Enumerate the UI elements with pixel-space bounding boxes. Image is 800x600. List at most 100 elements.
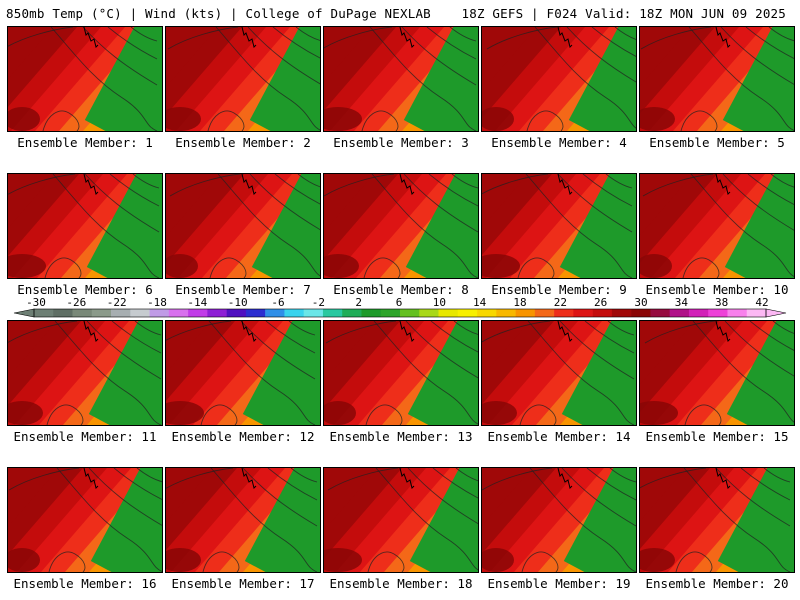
colorbar-swatch bbox=[592, 309, 613, 317]
colorbar-swatch bbox=[380, 309, 401, 317]
ensemble-member-label: Ensemble Member: 9 bbox=[491, 282, 627, 297]
ensemble-member-map bbox=[165, 173, 321, 279]
ensemble-member-map bbox=[7, 320, 163, 426]
colorbar-tick-label: -10 bbox=[228, 296, 248, 309]
ensemble-member-label: Ensemble Member: 14 bbox=[487, 429, 631, 444]
ensemble-member-map bbox=[481, 320, 637, 426]
colorbar-swatch bbox=[111, 309, 131, 317]
ensemble-member-map bbox=[7, 173, 163, 279]
ensemble-member-map bbox=[481, 173, 637, 279]
ensemble-member-label: Ensemble Member: 1 bbox=[17, 135, 153, 150]
header-valid-time: 18Z GEFS | F024 Valid: 18Z MON JUN 09 20… bbox=[461, 6, 786, 21]
ensemble-member-label: Ensemble Member: 15 bbox=[645, 429, 789, 444]
ensemble-member-label: Ensemble Member: 10 bbox=[645, 282, 789, 297]
ensemble-member-map bbox=[639, 320, 795, 426]
ensemble-member-map bbox=[7, 467, 163, 573]
ensemble-member-label: Ensemble Member: 18 bbox=[329, 576, 473, 591]
colorbar-swatch bbox=[188, 309, 208, 317]
ensemble-member-map bbox=[165, 26, 321, 132]
ensemble-member-label: Ensemble Member: 6 bbox=[17, 282, 153, 297]
colorbar-swatch bbox=[284, 309, 304, 317]
colorbar-tick-label: -6 bbox=[271, 296, 284, 309]
colorbar-legend: -30 -26 -22 -18 -14 -10 -6 -2 2 6 10 14 18 22 26 30 34 38… bbox=[13, 296, 787, 318]
colorbar-tick-label: 18 bbox=[513, 296, 526, 309]
colorbar-swatch bbox=[746, 309, 767, 317]
colorbar-swatch bbox=[149, 309, 170, 317]
colorbar-swatch bbox=[91, 309, 112, 317]
ensemble-member-label: Ensemble Member: 19 bbox=[487, 576, 631, 591]
colorbar-tick-label: 38 bbox=[715, 296, 728, 309]
colorbar-swatch bbox=[554, 309, 574, 317]
colorbar-tick-label: 2 bbox=[355, 296, 362, 309]
colorbar-tick-label: 34 bbox=[675, 296, 689, 309]
ensemble-member-map bbox=[323, 173, 479, 279]
colorbar-swatch bbox=[688, 309, 709, 317]
colorbar-tick-label: 14 bbox=[473, 296, 487, 309]
ensemble-member-map bbox=[7, 26, 163, 132]
ensemble-member-map bbox=[323, 467, 479, 573]
ensemble-member-label: Ensemble Member: 13 bbox=[329, 429, 473, 444]
colorbar-swatch bbox=[611, 309, 632, 317]
colorbar-swatch bbox=[669, 309, 690, 317]
ensemble-member-map bbox=[481, 467, 637, 573]
ensemble-member-label: Ensemble Member: 5 bbox=[649, 135, 785, 150]
colorbar-swatch bbox=[53, 309, 73, 317]
colorbar-tick-label: -30 bbox=[26, 296, 46, 309]
colorbar-swatch bbox=[534, 309, 555, 317]
ensemble-member-label: Ensemble Member: 2 bbox=[175, 135, 311, 150]
ensemble-member-label: Ensemble Member: 3 bbox=[333, 135, 469, 150]
ensemble-member-label: Ensemble Member: 20 bbox=[645, 576, 789, 591]
colorbar-tick-label: 42 bbox=[755, 296, 768, 309]
colorbar-swatch bbox=[207, 309, 227, 317]
ensemble-member-label: Ensemble Member: 12 bbox=[171, 429, 315, 444]
colorbar-swatch bbox=[361, 309, 382, 317]
colorbar-swatch bbox=[650, 309, 670, 317]
ensemble-member-map bbox=[639, 467, 795, 573]
colorbar-tick-label: 6 bbox=[396, 296, 403, 309]
colorbar-swatch bbox=[226, 309, 247, 317]
colorbar-swatch bbox=[303, 309, 324, 317]
colorbar-swatch bbox=[168, 309, 189, 317]
ensemble-member-label: Ensemble Member: 4 bbox=[491, 135, 627, 150]
ensemble-member-map bbox=[481, 26, 637, 132]
colorbar-swatch bbox=[496, 309, 516, 317]
colorbar-tick-label: -26 bbox=[66, 296, 86, 309]
colorbar-tick-label: 26 bbox=[594, 296, 607, 309]
colorbar-swatch bbox=[438, 309, 459, 317]
colorbar-tick-label: -18 bbox=[147, 296, 167, 309]
ensemble-member-map bbox=[323, 320, 479, 426]
ensemble-member-label: Ensemble Member: 8 bbox=[333, 282, 469, 297]
colorbar-swatch bbox=[265, 309, 285, 317]
ensemble-member-label: Ensemble Member: 11 bbox=[13, 429, 157, 444]
colorbar-swatch bbox=[72, 309, 93, 317]
colorbar-swatch bbox=[477, 309, 497, 317]
colorbar-swatch bbox=[419, 309, 439, 317]
colorbar-swatch bbox=[631, 309, 651, 317]
colorbar-tick-label: -2 bbox=[312, 296, 325, 309]
colorbar-swatch bbox=[727, 309, 748, 317]
colorbar-swatch bbox=[245, 309, 266, 317]
colorbar-swatch bbox=[708, 309, 728, 317]
ensemble-member-map bbox=[165, 467, 321, 573]
colorbar-swatch bbox=[515, 309, 536, 317]
colorbar-swatch bbox=[130, 309, 150, 317]
colorbar-swatch bbox=[34, 309, 54, 317]
ensemble-member-map bbox=[639, 26, 795, 132]
ensemble-member-map bbox=[165, 320, 321, 426]
colorbar-swatch bbox=[573, 309, 593, 317]
ensemble-member-label: Ensemble Member: 7 bbox=[175, 282, 311, 297]
colorbar-swatch bbox=[400, 309, 420, 317]
ensemble-member-map bbox=[323, 26, 479, 132]
colorbar-tick-label: 30 bbox=[634, 296, 647, 309]
colorbar-tick-label: 10 bbox=[433, 296, 446, 309]
header-title: 850mb Temp (°C) | Wind (kts) | College o… bbox=[6, 6, 431, 21]
colorbar-swatch bbox=[342, 309, 362, 317]
ensemble-member-map bbox=[639, 173, 795, 279]
colorbar-tick-label: -14 bbox=[187, 296, 207, 309]
colorbar-tick-label: -22 bbox=[107, 296, 127, 309]
ensemble-member-label: Ensemble Member: 16 bbox=[13, 576, 157, 591]
colorbar-swatch bbox=[322, 309, 343, 317]
colorbar-tick-label: 22 bbox=[554, 296, 567, 309]
ensemble-member-label: Ensemble Member: 17 bbox=[171, 576, 315, 591]
colorbar-swatch bbox=[457, 309, 478, 317]
